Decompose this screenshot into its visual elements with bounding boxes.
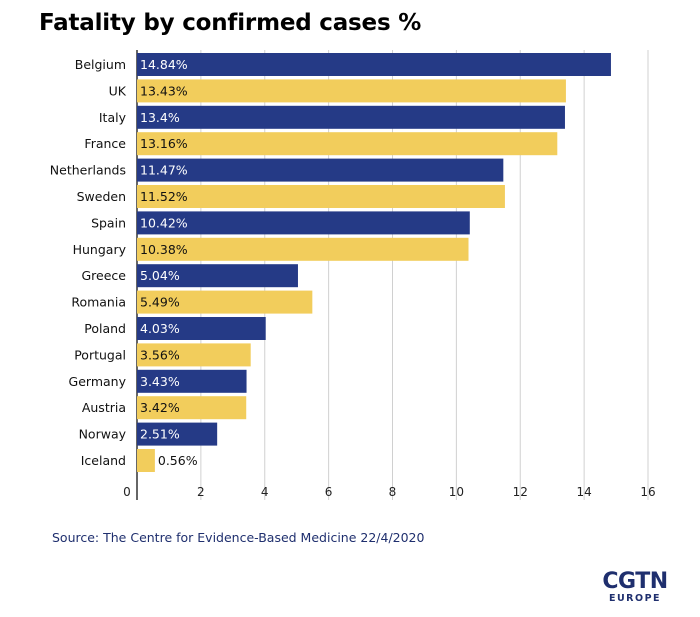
value-label: 11.52% [140,189,188,204]
value-label: 13.43% [140,83,188,98]
value-label: 10.38% [140,242,188,257]
value-label: 13.16% [140,136,188,151]
source-note: Source: The Centre for Evidence-Based Me… [52,530,425,545]
value-label: 14.84% [140,57,188,72]
bar-norway [137,422,218,446]
x-tick-label: 16 [640,485,655,499]
logo-sub-text: EUROPE [608,593,662,604]
x-axis-ticks: 0 2 4 6 8 10 12 14 16 [123,485,655,499]
value-label: 3.42% [140,400,180,415]
value-labels: 14.84% 13.43% 13.4% 13.16% 11.47% 11.52% 10.42… [140,57,198,468]
bar-iceland [137,449,155,472]
bar-greece [137,264,298,288]
bar-france [137,132,558,156]
category-label: Poland [84,321,126,336]
bar-portugal [137,343,251,367]
category-label: UK [109,83,127,98]
category-label: Romania [71,295,126,310]
cgtn-logo: CGTN EUROPE [600,570,670,606]
bar-sweden [137,185,505,208]
x-tick-label: 10 [449,485,464,499]
value-label: 0.56% [158,453,198,468]
value-label: 3.43% [140,374,180,389]
bar-netherlands [137,158,504,182]
category-label: Iceland [81,453,126,468]
x-tick-label: 12 [513,485,528,499]
x-tick-label: 6 [325,485,333,499]
chart-title: Fatality by confirmed cases % [39,10,422,36]
category-label: Hungary [73,242,127,257]
bars [137,53,611,472]
bar-chart: Belgium UK Italy France Netherlands Sweden Spa… [50,50,656,500]
bar-romania [137,290,313,314]
x-tick-label: 2 [197,485,205,499]
category-label: Germany [69,374,127,389]
logo-main-text: CGTN [602,569,668,594]
category-labels: Belgium UK Italy France Netherlands Sweden Spa… [50,57,127,468]
value-label: 10.42% [140,215,188,230]
bar-poland [137,317,266,340]
category-label: Sweden [77,189,126,204]
category-label: Greece [82,268,127,283]
value-label: 5.04% [140,268,180,283]
category-label: France [84,136,126,151]
bar-italy [137,105,565,129]
value-label: 13.4% [140,110,180,125]
category-label: Belgium [75,57,126,72]
bar-belgium [137,53,611,76]
bar-hungary [137,237,469,261]
value-label: 4.03% [140,321,180,336]
bar-austria [137,396,247,420]
bar-germany [137,369,247,393]
category-label: Austria [82,400,126,415]
x-tick-label: 14 [576,485,591,499]
bar-spain [137,211,470,235]
bar-uk [137,79,566,103]
category-label: Italy [99,110,127,125]
value-label: 5.49% [140,295,180,310]
value-label: 2.51% [140,427,180,442]
category-label: Netherlands [50,163,126,178]
category-label: Norway [79,427,127,442]
category-label: Portugal [74,347,126,362]
x-tick-label: 0 [123,485,131,499]
x-tick-label: 8 [389,485,397,499]
value-label: 11.47% [140,163,188,178]
x-tick-label: 4 [261,485,269,499]
category-label: Spain [91,215,126,230]
value-label: 3.56% [140,347,180,362]
